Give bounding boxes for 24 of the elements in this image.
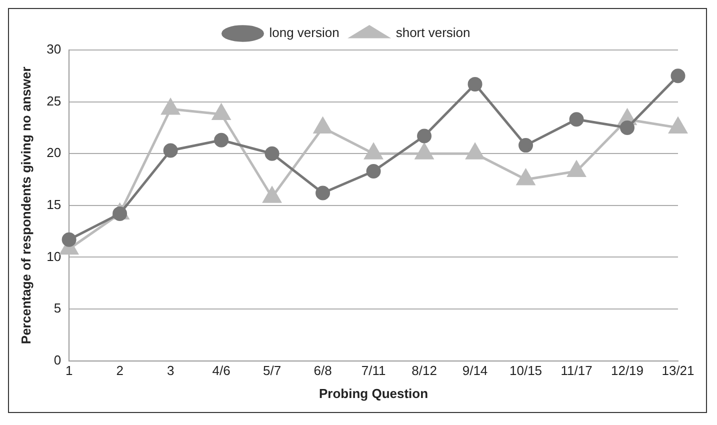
x-tick-label: 3 [166, 363, 174, 378]
x-tick-label: 4/6 [212, 363, 230, 378]
y-tick-label: 0 [54, 352, 62, 368]
y-axis-title: Percentage of respondents giving no answer [18, 66, 34, 344]
x-tick-label: 9/14 [462, 363, 488, 378]
legend-label: long version [269, 25, 340, 40]
y-tick-label: 15 [46, 196, 62, 212]
y-tick-label: 30 [46, 42, 62, 57]
x-axis-title: Probing Question [319, 386, 428, 401]
legend-label: short version [396, 25, 470, 40]
y-tick-label: 25 [46, 93, 62, 108]
x-tick-label: 5/7 [263, 363, 282, 378]
x-tick-label: 11/17 [560, 363, 592, 378]
x-tick-label: 2 [116, 363, 124, 378]
x-tick-label: 6/8 [314, 363, 332, 378]
y-tick-label: 10 [46, 248, 62, 264]
y-tick-label: 20 [46, 145, 62, 160]
x-tick-label: 8/12 [412, 363, 437, 378]
x-tick-label: 10/15 [509, 363, 542, 378]
x-tick-label: 12/19 [610, 363, 644, 378]
y-tick-label: 5 [54, 300, 62, 316]
x-tick-label: 1 [65, 363, 73, 378]
x-tick-label: 13/21 [662, 363, 694, 378]
x-tick-label: 7/11 [361, 363, 386, 378]
